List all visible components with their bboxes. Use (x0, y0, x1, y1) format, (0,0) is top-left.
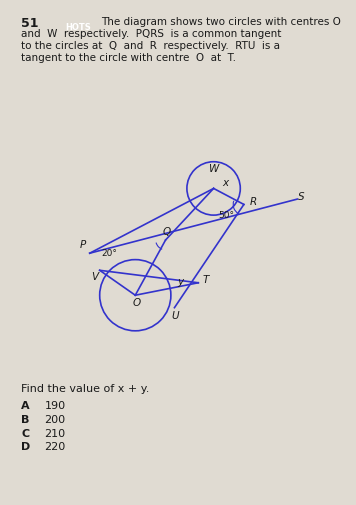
Text: B: B (21, 415, 30, 425)
Text: tangent to the circle with centre  O  at  T.: tangent to the circle with centre O at T… (21, 53, 236, 63)
Text: U: U (172, 311, 179, 321)
Text: HOTS: HOTS (66, 23, 91, 32)
Text: W: W (209, 164, 219, 174)
Text: and  W  respectively.  PQRS  is a common tangent: and W respectively. PQRS is a common tan… (21, 29, 282, 39)
Text: The diagram shows two circles with centres O: The diagram shows two circles with centr… (101, 17, 341, 27)
Text: 210: 210 (44, 429, 66, 439)
Text: D: D (21, 442, 31, 452)
Text: S: S (298, 192, 305, 203)
Text: 200: 200 (44, 415, 66, 425)
Text: T: T (202, 275, 209, 285)
Text: A: A (21, 401, 30, 412)
Text: 220: 220 (44, 442, 66, 452)
Text: x: x (222, 178, 228, 188)
Text: R: R (250, 196, 257, 207)
Text: 20°: 20° (102, 249, 117, 259)
Text: to the circles at  Q  and  R  respectively.  RTU  is a: to the circles at Q and R respectively. … (21, 41, 281, 51)
Text: 50°: 50° (218, 211, 234, 220)
Text: y: y (177, 277, 184, 287)
Text: Find the value of x + y.: Find the value of x + y. (21, 384, 150, 394)
Text: Q: Q (163, 227, 171, 237)
Text: O: O (133, 298, 141, 309)
Text: P: P (80, 240, 87, 250)
Text: 51: 51 (21, 17, 39, 30)
Text: V: V (91, 272, 99, 282)
Text: C: C (21, 429, 30, 439)
Text: 190: 190 (44, 401, 66, 412)
